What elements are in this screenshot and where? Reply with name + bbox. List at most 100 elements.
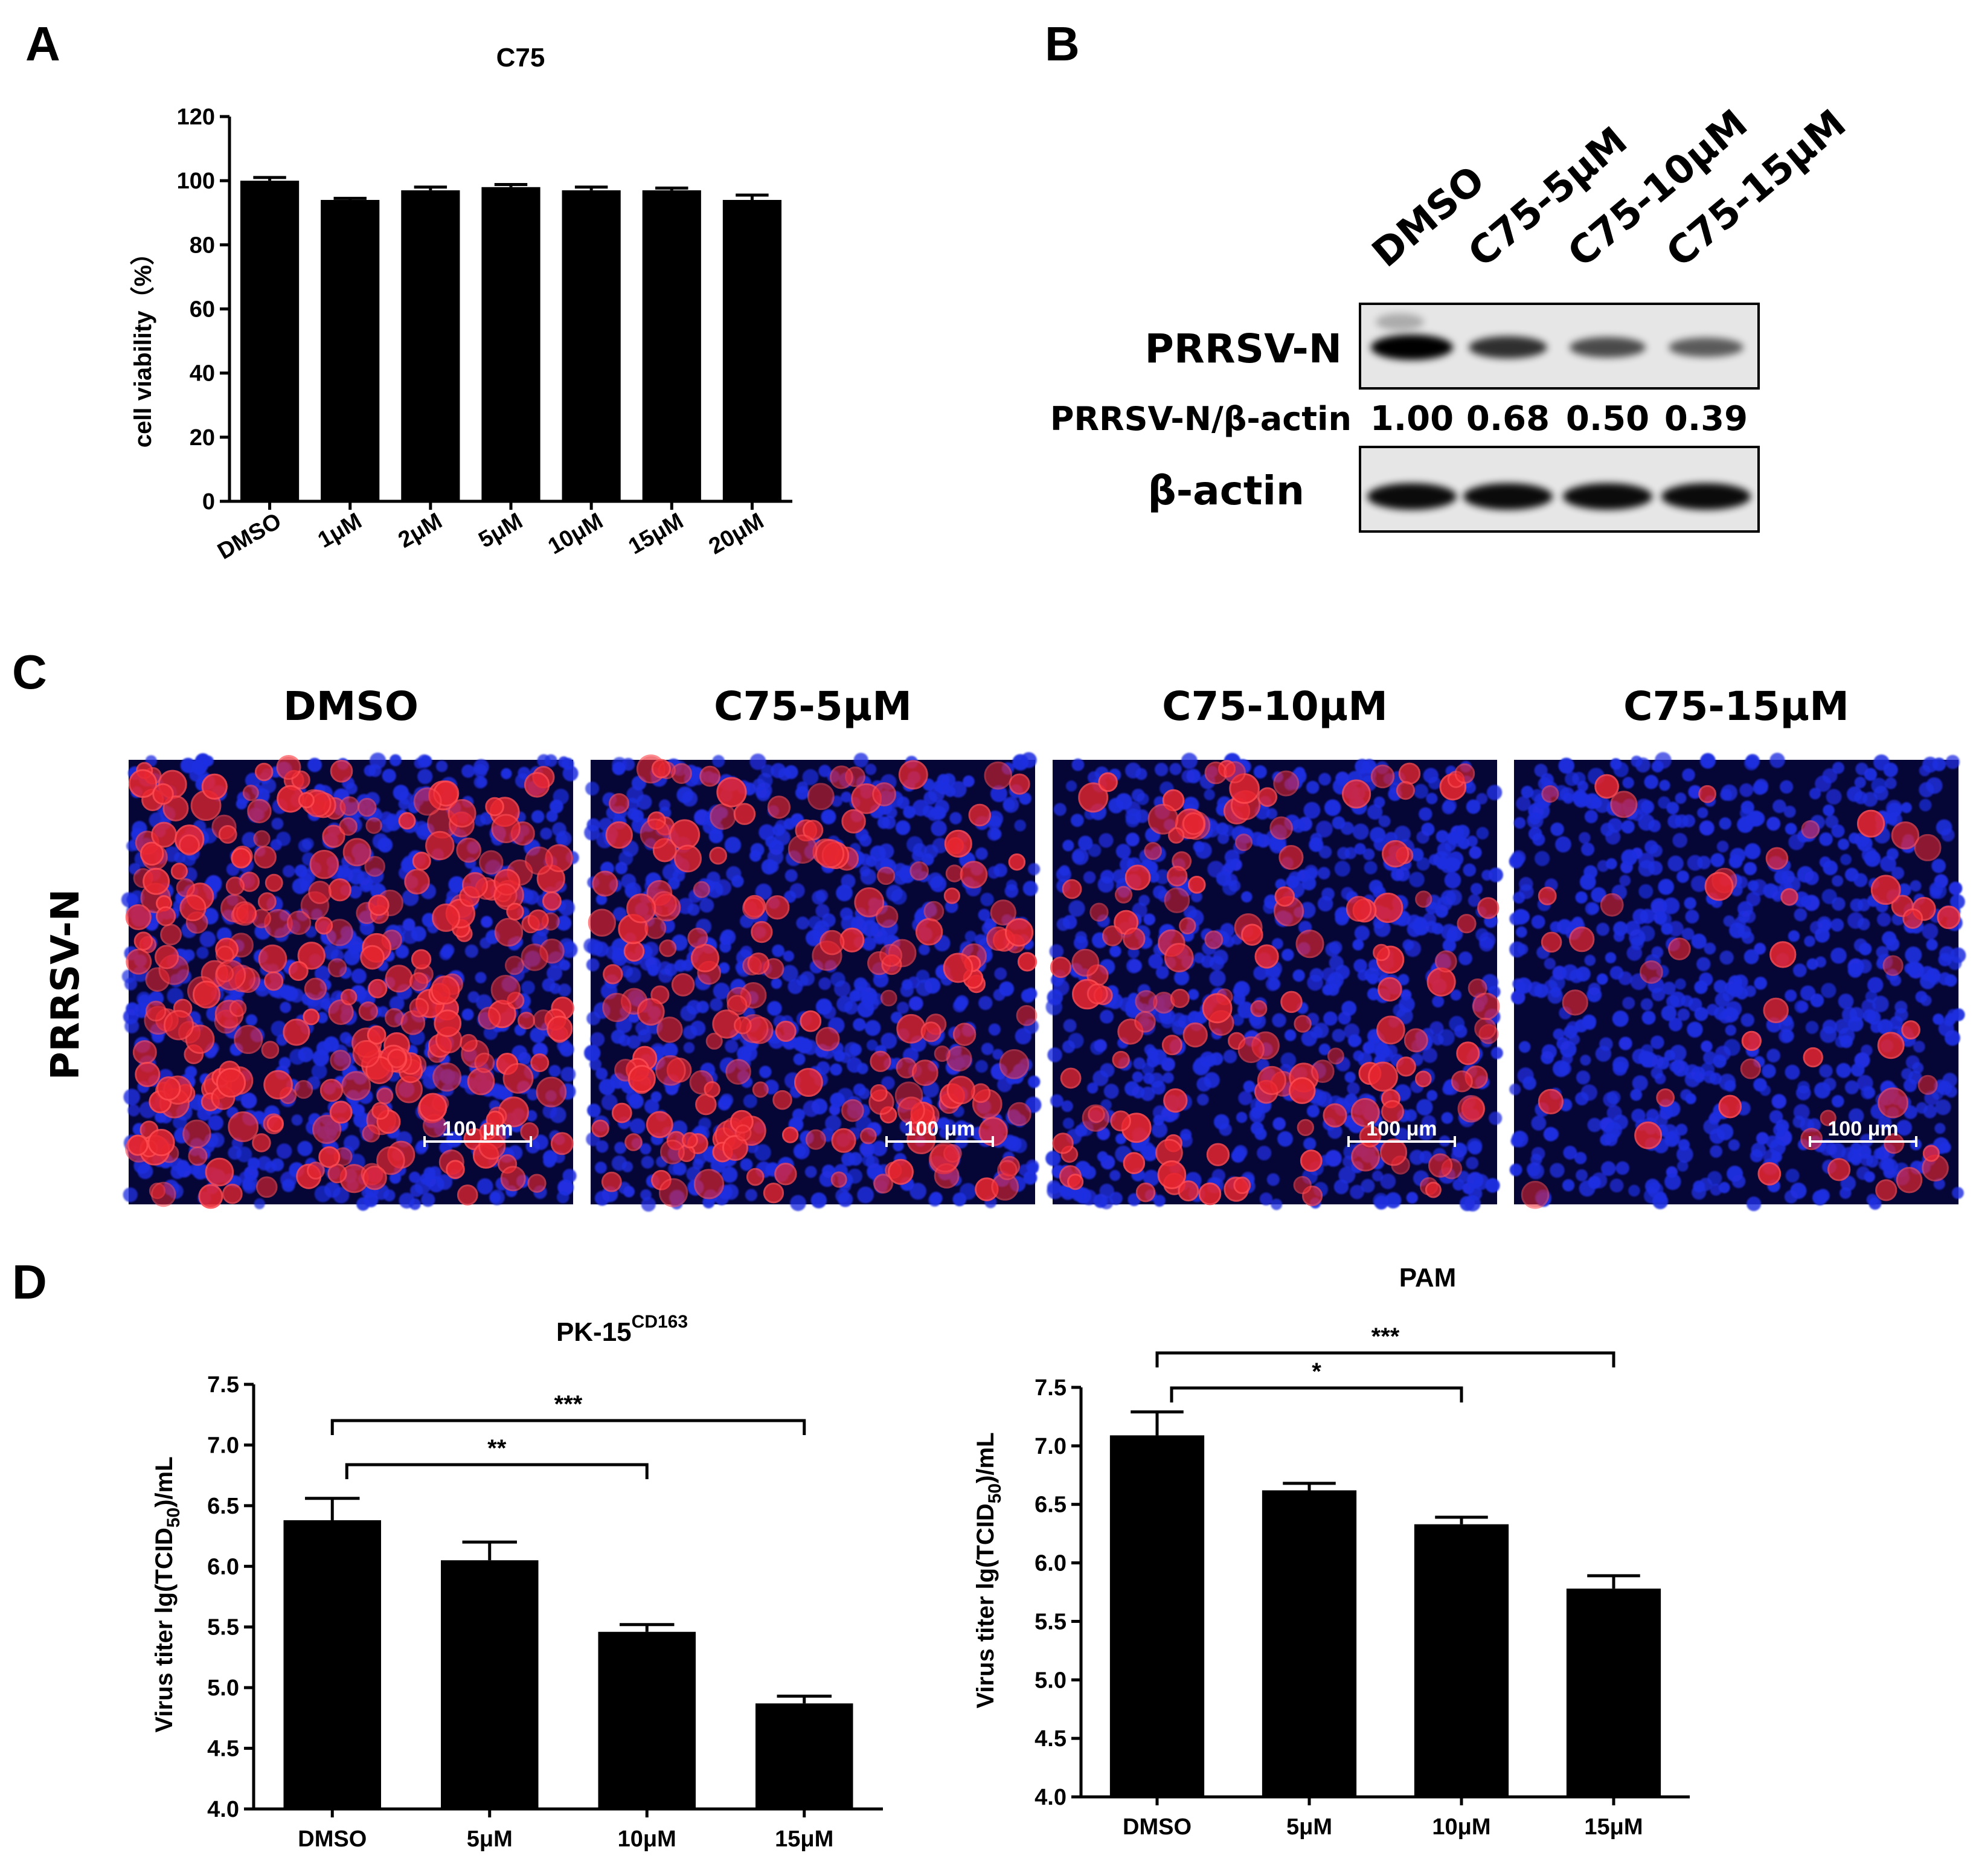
if-nucleus — [1783, 805, 1796, 818]
if-nucleus — [351, 968, 367, 984]
if-nucleus — [417, 754, 431, 768]
if-nucleus — [903, 806, 916, 819]
if-nucleus — [1541, 1044, 1557, 1059]
chart-d-pam: PAM Virus titer lg(TCID50)/mL 4.0 4.5 5.0 5… — [972, 1263, 1690, 1840]
if-nucleus — [1151, 1122, 1168, 1138]
if-infected-cell — [1164, 943, 1194, 972]
blot-loading-band — [1367, 483, 1457, 510]
if-nucleus — [1303, 1137, 1317, 1151]
if-nucleus — [630, 809, 644, 823]
if-nucleus — [1240, 891, 1253, 903]
if-infected-cell — [524, 772, 550, 798]
if-infected-cell — [156, 1076, 181, 1101]
if-nucleus — [1731, 1174, 1746, 1189]
if-infected-cell — [1451, 1070, 1473, 1093]
if-nucleus — [1509, 1084, 1521, 1096]
if-nucleus — [1605, 952, 1617, 963]
if-nucleus — [1294, 766, 1306, 779]
if-nucleus — [896, 1001, 909, 1014]
if-nucleus — [771, 978, 782, 989]
if-nucleus — [975, 1060, 988, 1073]
if-infected-cell — [1017, 952, 1038, 972]
if-nucleus — [1838, 994, 1854, 1009]
if-infected-cell — [329, 1100, 353, 1124]
if-infected-cell — [283, 1018, 310, 1046]
if-infected-cell — [1878, 1087, 1909, 1119]
if-nucleus — [1250, 1122, 1264, 1136]
if-nucleus — [1528, 827, 1542, 841]
if-infected-cell — [150, 1181, 176, 1207]
if-infected-cell — [601, 1171, 622, 1192]
if-nucleus — [1685, 910, 1699, 924]
if-nucleus — [1511, 1131, 1529, 1148]
if-nucleus — [1509, 1163, 1522, 1177]
if-nucleus — [276, 1143, 292, 1159]
if-nucleus — [1517, 943, 1529, 955]
if-nucleus — [918, 943, 930, 956]
if-nucleus — [1837, 838, 1850, 850]
if-nucleus — [311, 1063, 327, 1079]
if-nucleus — [1585, 902, 1599, 916]
if-infected-cell — [368, 978, 388, 998]
if-nucleus — [802, 769, 819, 786]
chart-d2-ylabel-sub: 50 — [985, 1483, 1005, 1503]
if-column-label: C75-10μM — [1162, 683, 1388, 730]
if-nucleus — [1513, 908, 1529, 925]
if-nucleus — [1605, 1122, 1622, 1139]
if-nucleus — [1243, 1080, 1256, 1093]
if-nucleus — [1126, 959, 1141, 974]
chartD1-sig-bracket — [330, 1419, 806, 1435]
if-nucleus — [1053, 803, 1067, 816]
if-infected-cell — [772, 1090, 792, 1110]
if-nucleus — [446, 1131, 463, 1148]
if-infected-cell — [592, 870, 618, 897]
if-nucleus — [1743, 862, 1757, 876]
if-nucleus — [644, 1099, 659, 1114]
chartA-ytick-label: 40 — [190, 361, 215, 387]
if-infected-cell — [216, 1067, 246, 1098]
if-nucleus — [1059, 865, 1070, 876]
if-infected-cell — [624, 1133, 643, 1151]
if-nucleus — [1380, 1174, 1396, 1189]
if-nucleus — [590, 1032, 605, 1047]
if-nucleus — [1068, 900, 1085, 917]
chartD2-sig-bracket — [1155, 1351, 1615, 1367]
if-infected-cell — [1704, 872, 1734, 901]
chartA-xtick-label: DMSO — [213, 508, 286, 564]
if-nucleus — [1640, 998, 1654, 1011]
if-nucleus — [1444, 872, 1461, 889]
if-infected-cell — [1269, 816, 1293, 840]
if-nucleus — [1161, 1016, 1173, 1029]
if-infected-cell — [873, 1174, 893, 1194]
if-infected-cell — [266, 1115, 284, 1132]
chartA-bar — [481, 187, 541, 501]
if-nucleus — [1253, 765, 1267, 779]
if-infected-cell — [1135, 990, 1158, 1013]
if-nucleus — [640, 1143, 652, 1155]
chartD2-bar — [1109, 1435, 1205, 1797]
if-nucleus — [706, 881, 723, 898]
if-nucleus — [980, 893, 994, 907]
if-infected-cell — [1007, 1102, 1031, 1126]
chart-d1-ylabel-end: )/mL — [151, 1456, 178, 1507]
if-nucleus — [1522, 1076, 1536, 1090]
if-infected-cell — [1435, 950, 1457, 973]
if-nucleus — [629, 1118, 646, 1134]
if-infected-cell — [425, 830, 455, 861]
chart-d2-ylabel: Virus titer lg(TCID50)/mL — [972, 1432, 1005, 1708]
if-infected-cell — [1634, 1121, 1663, 1149]
if-nucleus — [1370, 827, 1386, 843]
if-infected-cell — [328, 878, 351, 902]
if-nucleus — [1313, 1023, 1329, 1038]
if-infected-cell — [232, 901, 257, 926]
if-nucleus — [525, 1139, 541, 1154]
if-infected-cell — [304, 977, 327, 1000]
if-nucleus — [476, 1178, 493, 1195]
if-nucleus — [1530, 1154, 1542, 1166]
if-infected-cell — [234, 1024, 263, 1055]
if-nucleus — [1831, 1095, 1844, 1108]
if-infected-cell — [859, 1127, 877, 1145]
chartA-ytick-label: 0 — [202, 489, 215, 515]
if-nucleus — [1338, 1011, 1352, 1025]
chart-a-ylabel: cell viability（%） — [130, 241, 156, 448]
